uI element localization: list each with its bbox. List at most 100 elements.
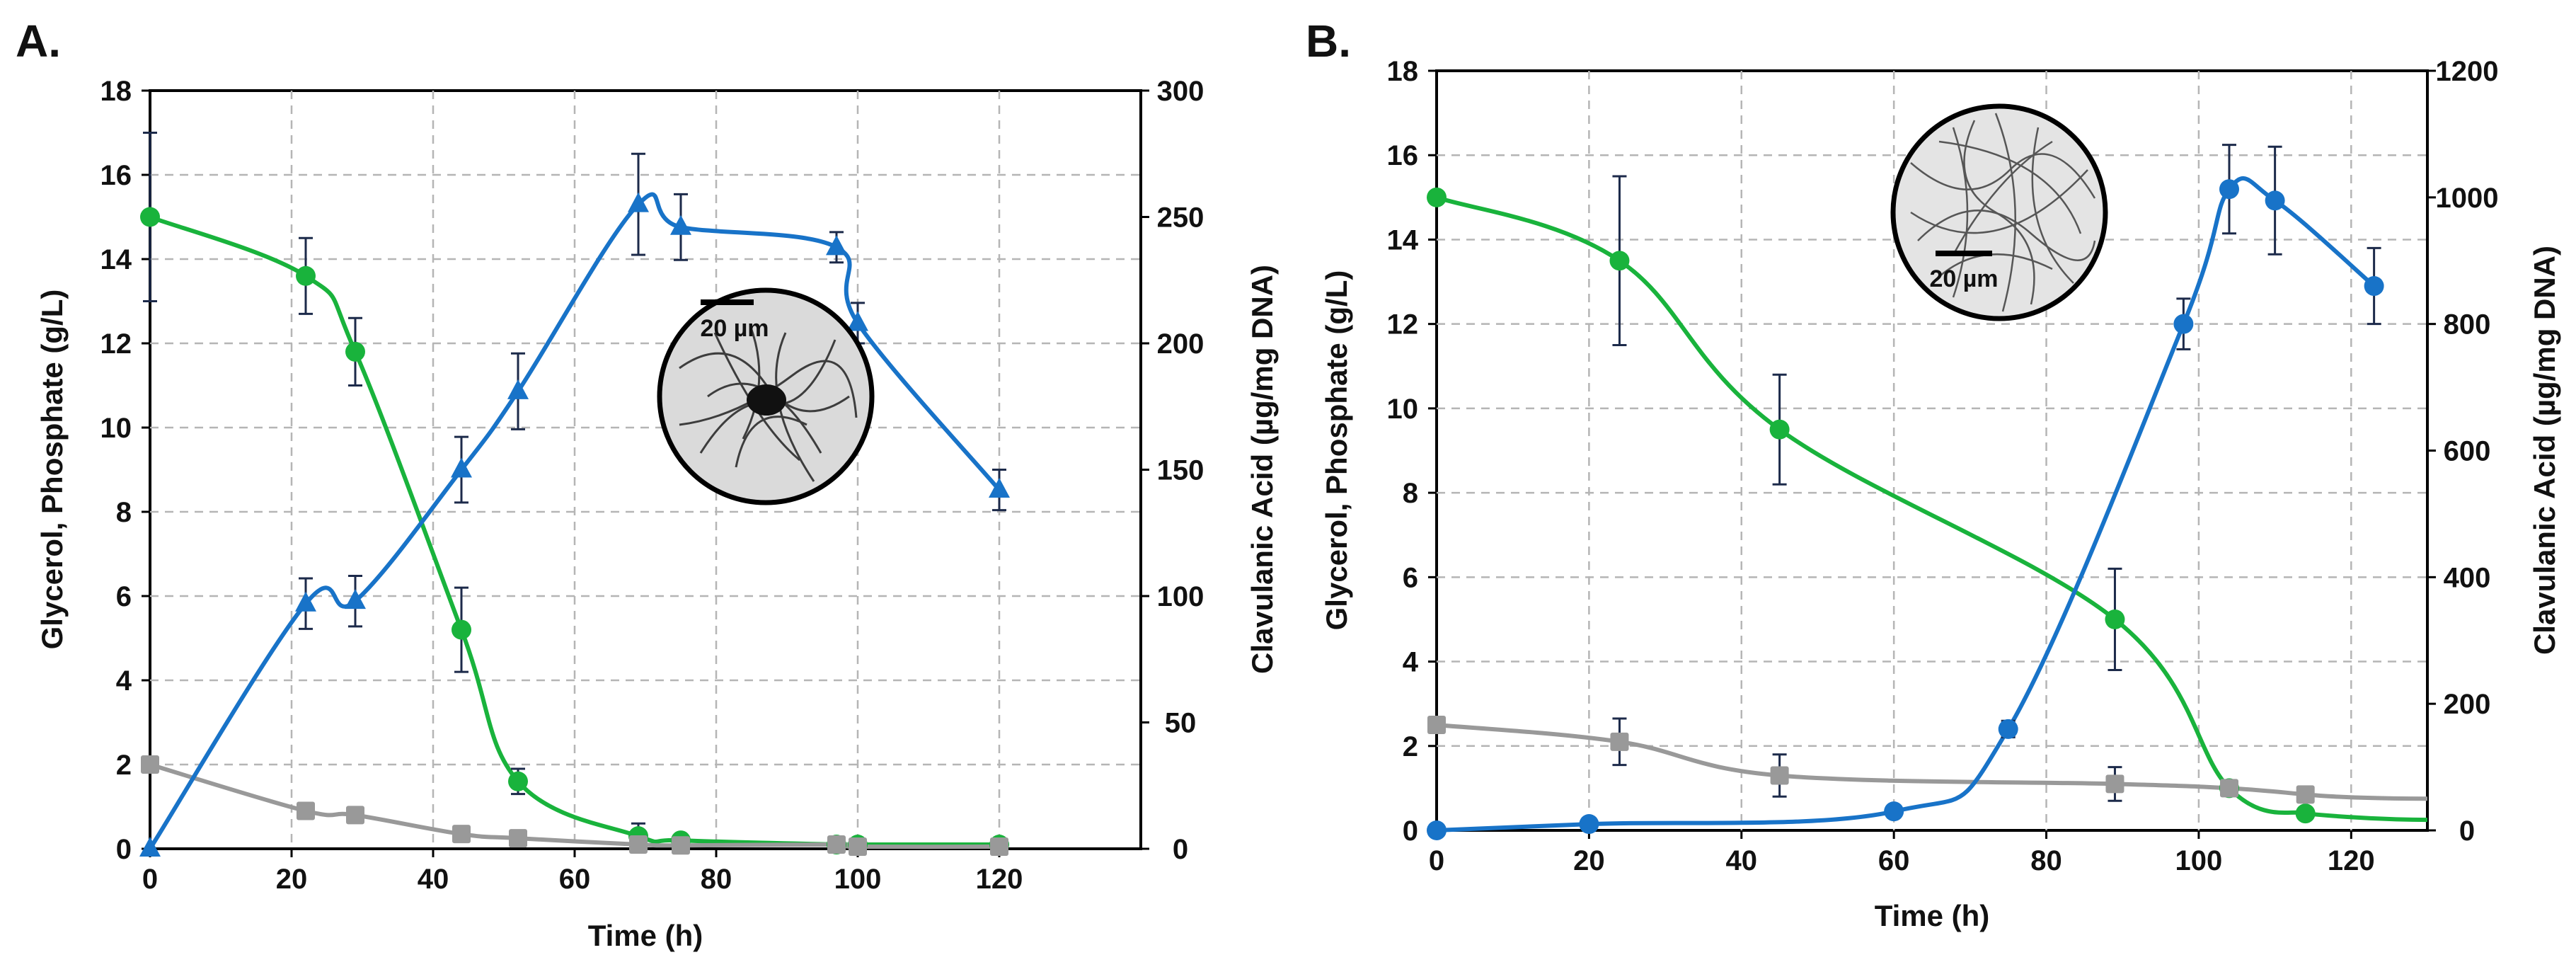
panel-a-y2-tick-label: 200 [1157,328,1204,360]
panel-b-x-tick-label: 120 [2328,845,2375,876]
panel-a-glycerol-point [345,341,365,362]
panel-b-phosphate-point [2220,779,2238,798]
panel-b-clavulanic-acid-point [2219,179,2239,200]
panel-a-x-tick-label: 40 [418,864,449,895]
panel-a-y-tick-label: 6 [116,581,132,612]
panel-b-y-tick-label: 0 [1403,816,1418,847]
panel-b-clavulanic-acid-point [2364,276,2384,297]
panel-a-y-tick-label: 12 [100,328,132,360]
panel-a-y-tick-label: 2 [116,750,132,781]
panel-a-glycerol-point [508,771,528,791]
panel-b-y2-tick-label: 800 [2444,309,2491,341]
panel-a-x-tick-label: 0 [142,864,158,895]
panel-b-x-tick-label: 40 [1726,845,1758,876]
panel-a-phosphate-point [629,835,648,854]
panel-a-phosphate-point [509,829,527,848]
panel-b-clavulanic-acid-point [1579,814,1599,835]
panel-a-y-axis-title: Glycerol, Phosphate (g/L) [35,290,69,650]
panel-a-clavulanic-acid-line [148,192,1001,850]
panel-b-clavulanic-acid-line [1436,176,2376,832]
panel-b-y-tick-label: 6 [1403,562,1418,593]
panel-b-y2-tick-label: 1000 [2436,183,2499,214]
panel-b-phosphate-point [2296,785,2315,804]
panel-a-micrograph-inset: 20 µm [657,287,875,505]
panel-b-x-tick-label: 100 [2175,845,2223,876]
panel-a-clavulanic-acid-point [295,591,316,612]
panel-a-phosphate-line [149,762,1000,849]
chart-panel-a: A. 0 20 40 60 80 100 120 0 2 4 6 8 10 12 14 16 18 0 50 100 1… [16,16,1279,952]
panel-a-x-tick-label: 20 [276,864,308,895]
panel-a-y-tick-label: 14 [100,244,132,275]
panel-b-x-tick-label: 60 [1878,845,1910,876]
panel-a-phosphate-point [452,825,471,844]
chart-panel-b: B. 0 20 40 60 80 100 1200246810121416180200400… [1306,16,2561,932]
panel-a-y-tick-label: 18 [100,76,132,107]
panel-b-x-tick-label: 20 [1573,845,1605,876]
panel-a-y2-axis-title: Clavulanic Acid (µg/mg DNA) [1246,265,1279,674]
panel-b-y2-axis-title: Clavulanic Acid (µg/mg DNA) [2528,246,2561,655]
panel-a-clavulanic-acid-point [989,478,1010,498]
panel-b-y2-tick-label: 200 [2444,689,2491,720]
panel-b-y-axis-title: Glycerol, Phosphate (g/L) [1320,270,1353,631]
panel-a-y-tick-label: 8 [116,497,132,528]
panel-a-y2-tick-label: 300 [1157,76,1204,107]
panel-a-scale-bar-label: 20 µm [700,315,769,342]
panel-b-micrograph-inset: 20 µm [1890,103,2108,321]
panel-a-x-tick-label: 80 [701,864,732,895]
panel-b-scale-bar-label: 20 µm [1929,265,1998,292]
panel-b-clavulanic-acid-point [2265,190,2285,211]
panel-b-x-axis-title: Time (h) [1875,899,1990,932]
panel-a-y2-tick-label: 0 [1173,834,1188,865]
panel-a-glycerol-point [296,265,316,286]
panel-a-clavulanic-acid-point [670,214,691,235]
panel-a-clavulanic-acid-point [826,235,847,256]
panel-a-y2-tick-label: 100 [1157,581,1204,612]
panel-b-clavulanic-acid-point [2173,314,2194,334]
panel-a-clavulanic-acid-point [451,457,472,478]
panel-a-phosphate-point [990,837,1008,857]
panel-a-x-axis-title: Time (h) [588,919,703,952]
panel-b-x-tick-label: 0 [1429,845,1444,876]
panel-b-y2-tick-label: 400 [2444,562,2491,593]
panel-b-y-tick-label: 2 [1403,731,1418,762]
panel-a-clavulanic-acid-point [847,311,868,331]
panel-a-x-tick-label: 120 [976,864,1023,895]
panel-b-clavulanic-acid-point [1884,801,1904,822]
panel-b-y2-tick-label: 0 [2459,816,2475,847]
panel-a-clavulanic-acid-point [139,837,161,857]
panel-b-y-tick-label: 16 [1387,140,1419,171]
panel-a-y2-tick-label: 250 [1157,202,1204,234]
panel-b-y-tick-label: 8 [1403,478,1418,509]
panel-b-glycerol-point [1609,251,1630,271]
panel-a-y2-tick-label: 150 [1157,455,1204,486]
panel-a-clavulanic-acid-point [507,379,529,399]
panel-a-phosphate-point [827,835,846,854]
panel-b-phosphate-point [1770,766,1789,785]
panel-b-y-tick-label: 10 [1387,394,1419,425]
panel-b-glycerol-point [2295,803,2316,824]
panel-b-glycerol-point [1769,419,1790,440]
panel-a-phosphate-point [849,837,867,857]
panel-a-phosphate-point [346,806,364,825]
panel-b-y2-tick-label: 600 [2444,436,2491,467]
panel-b-y-tick-label: 12 [1387,309,1419,341]
panel-b-phosphate-line [1436,723,2428,801]
panel-a-x-tick-label: 100 [834,864,882,895]
panel-a-label: A. [16,16,61,67]
panel-b-y-tick-label: 18 [1387,56,1419,87]
panel-a-y-tick-label: 4 [116,665,132,697]
panel-b-y-tick-label: 14 [1387,224,1419,256]
panel-b-x-tick-label: 80 [2030,845,2062,876]
panel-a-y-tick-label: 16 [100,160,132,191]
panel-a-phosphate-point [672,836,690,855]
panel-a-x-tick-label: 60 [559,864,591,895]
panel-b-phosphate-point [2105,774,2124,794]
panel-b-clavulanic-acid-point [1998,719,2018,739]
panel-b-glycerol-point [2105,609,2125,629]
panel-a-phosphate-point [297,801,315,820]
panel-b-y-tick-label: 4 [1403,647,1419,678]
panel-a-glycerol-point [452,619,471,640]
panel-a-y-tick-label: 10 [100,413,132,444]
panel-b-phosphate-point [1610,732,1629,751]
